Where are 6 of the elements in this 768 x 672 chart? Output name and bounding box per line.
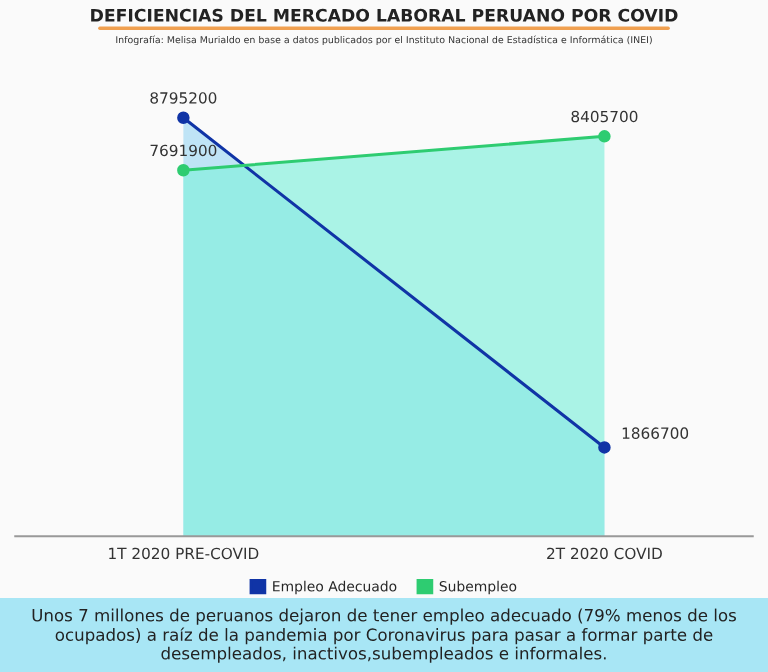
point bbox=[598, 441, 611, 454]
point bbox=[598, 130, 611, 143]
point bbox=[177, 111, 190, 125]
point bbox=[177, 164, 190, 177]
text: Unos 7 millones de peruanos dejaron de tener empleo adecuado (79% menos de los ocupados) a raíz de la pandemia por Coronavirus para pasar a formar parte de desempleados, inactivos,subempleados e informales. bbox=[32, 608, 736, 663]
chart-title: DEFICIENCIAS DEL MERCADO LABORAL PERUANO POR COVID bbox=[91, 8, 678, 22]
